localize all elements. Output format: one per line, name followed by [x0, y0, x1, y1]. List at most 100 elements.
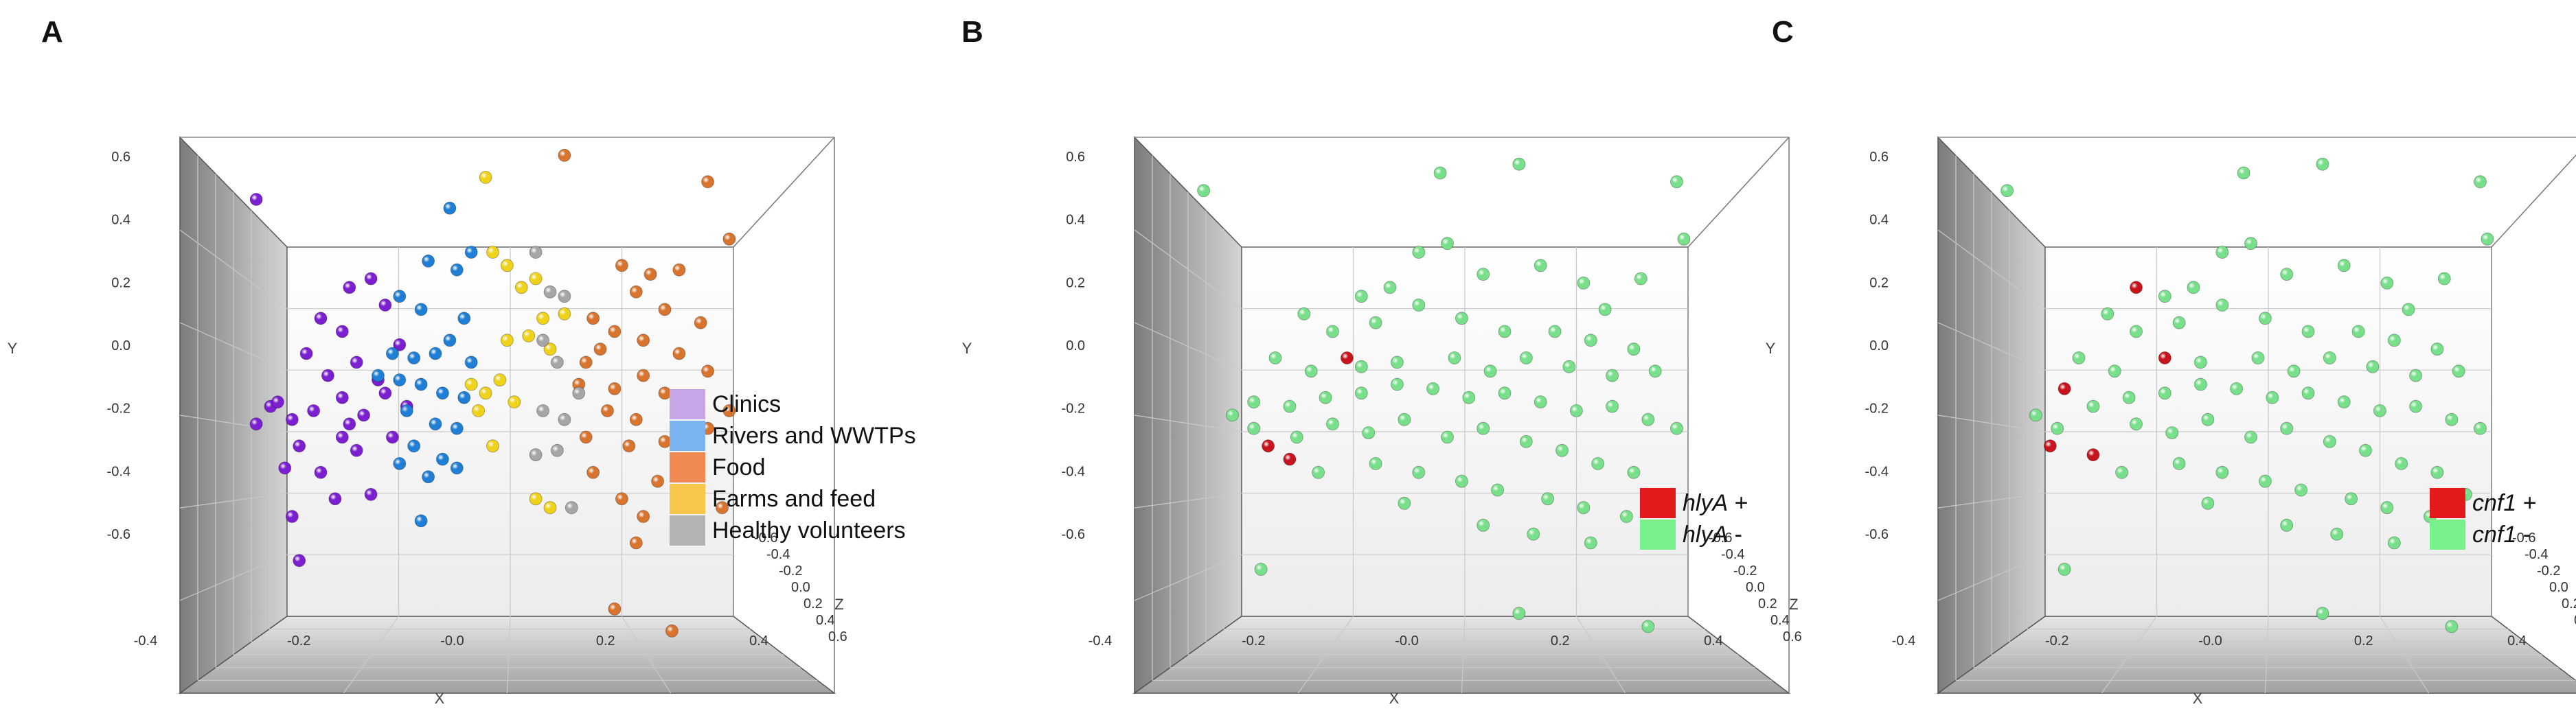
data-point [393, 373, 407, 386]
data-point [1391, 356, 1404, 369]
data-point [1591, 457, 1605, 470]
gene-sign: - [1734, 521, 1742, 548]
y-tick-label: -0.6 [1062, 527, 1085, 542]
z-tick-label: 0.4 [2574, 613, 2576, 628]
data-point [2215, 246, 2229, 259]
legend-swatch [670, 452, 705, 482]
data-point [558, 290, 571, 303]
data-point [572, 386, 586, 400]
z-tick-label: 0.6 [1783, 629, 1802, 644]
data-point [464, 377, 478, 391]
data-point [1354, 290, 1368, 303]
data-point [457, 391, 471, 404]
data-point [2387, 334, 2401, 347]
data-point [407, 439, 421, 453]
series-1 [1197, 157, 1691, 633]
data-point [608, 382, 622, 395]
data-point [443, 201, 457, 215]
data-point [472, 404, 485, 417]
data-point [2294, 483, 2307, 497]
data-point [529, 448, 543, 462]
gene-name: hlyA [1683, 489, 1729, 516]
data-point [1648, 364, 1662, 378]
data-point [2043, 439, 2057, 453]
y-tick-label: 0.2 [111, 275, 130, 290]
data-point [2172, 457, 2186, 470]
data-point [486, 246, 499, 259]
data-point [378, 386, 392, 400]
data-point [2323, 351, 2336, 364]
data-point [450, 421, 464, 435]
data-point [328, 492, 342, 506]
x-tick-label: -0.4 [134, 633, 157, 649]
data-point [2237, 166, 2250, 180]
z-tick-label: 0.0 [2549, 580, 2568, 595]
z-tick-label: -0.4 [766, 547, 790, 562]
z-axis-label: Z [1789, 596, 1798, 613]
data-point [1433, 166, 1447, 180]
data-point [1197, 184, 1211, 198]
data-point [1498, 386, 1512, 400]
data-point [1398, 412, 1411, 426]
data-point [407, 351, 421, 364]
legend-swatch [670, 421, 705, 451]
data-point [622, 439, 636, 453]
data-point [672, 263, 686, 277]
data-point [1477, 421, 1490, 435]
data-point [2316, 157, 2329, 171]
legend-swatch [1640, 520, 1676, 550]
data-point [593, 342, 607, 356]
legend-label: Food [712, 454, 766, 480]
data-point [429, 417, 442, 431]
data-point [543, 285, 557, 299]
x-tick-label: 0.2 [2354, 633, 2373, 649]
data-point [486, 439, 499, 453]
data-point [422, 470, 435, 484]
data-point [2259, 312, 2272, 325]
x-tick-label: -0.0 [440, 633, 464, 649]
data-point [2387, 536, 2401, 550]
data-point [457, 312, 471, 325]
data-point [372, 369, 385, 382]
x-tick-label: -0.2 [1242, 633, 1265, 649]
data-point [1562, 360, 1576, 373]
y-tick-label: 0.0 [111, 338, 130, 353]
legend-label: cnf1 - [2472, 522, 2531, 548]
data-point [393, 457, 407, 470]
data-point [1354, 360, 1368, 373]
data-point [2072, 351, 2086, 364]
legend-item-rivers: Rivers and WWTPs [670, 420, 916, 452]
data-point [314, 312, 328, 325]
data-point [414, 303, 428, 316]
data-point [2266, 391, 2279, 404]
gene-sign: - [2522, 521, 2531, 548]
gene-sign: + [1734, 489, 1748, 516]
z-tick-label: -0.6 [2512, 531, 2535, 546]
x-axis-label: X [2193, 690, 2203, 707]
data-point [1477, 268, 1490, 281]
data-point [278, 461, 292, 475]
data-point [2445, 620, 2459, 633]
data-point [529, 246, 543, 259]
data-point [2481, 232, 2494, 246]
data-point [1577, 276, 1591, 290]
data-point [249, 417, 263, 431]
data-point [1677, 232, 1691, 246]
y-axis-label: Y [8, 340, 18, 357]
y-tick-label: 0.6 [1066, 150, 1085, 165]
data-point [2337, 395, 2351, 409]
data-point [414, 514, 428, 528]
data-point [716, 501, 729, 515]
data-point [321, 369, 334, 382]
data-point [1541, 492, 1554, 506]
data-point [1555, 443, 1569, 457]
box-edge [1687, 137, 1790, 248]
data-point [335, 325, 349, 338]
data-point [1577, 501, 1591, 515]
y-tick-label: 0.2 [1869, 275, 1889, 290]
data-point [1398, 496, 1411, 510]
data-point [1383, 281, 1397, 294]
z-tick-label: -0.4 [1721, 547, 1744, 562]
data-point [2287, 364, 2301, 378]
data-point [615, 492, 628, 506]
